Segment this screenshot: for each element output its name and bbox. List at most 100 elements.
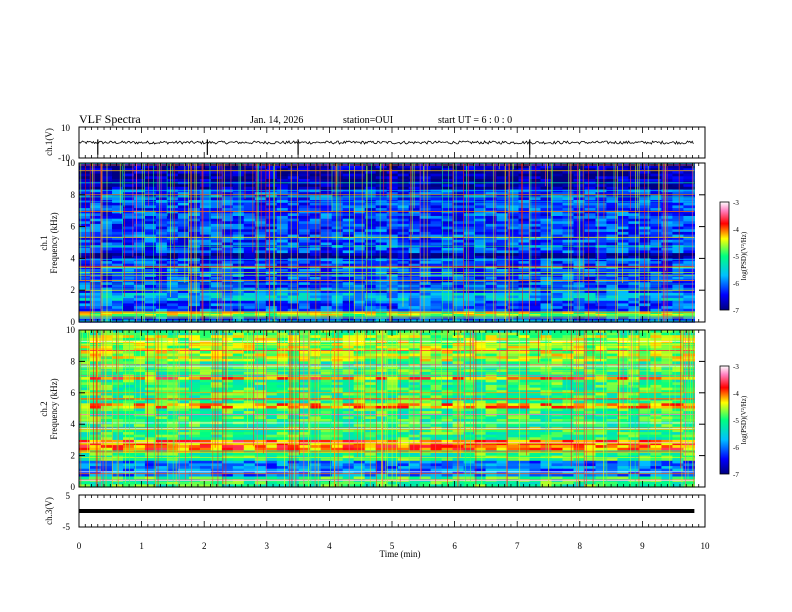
spec-cell xyxy=(221,261,234,265)
spec-cell xyxy=(683,208,695,212)
spec-cell xyxy=(112,340,124,344)
spec-cell xyxy=(265,178,278,183)
spec-cell xyxy=(639,186,651,191)
spec-cell xyxy=(650,245,662,249)
spec-cell xyxy=(562,377,575,381)
spec-cell xyxy=(243,170,256,175)
spec-cell xyxy=(123,274,135,278)
spec-cell xyxy=(265,348,278,352)
spec-cell xyxy=(320,255,333,260)
spec-cell xyxy=(123,210,135,214)
spec-cell xyxy=(177,237,190,241)
spec-cell xyxy=(397,348,410,352)
spec-cell xyxy=(551,202,564,207)
spec-cell xyxy=(320,242,333,246)
spec-cell xyxy=(650,250,662,254)
spec-cell xyxy=(441,300,454,305)
spec-cell xyxy=(123,382,135,386)
spec-cell xyxy=(364,205,377,209)
spec-cell xyxy=(320,348,333,352)
spec-cell xyxy=(79,340,91,344)
spec-cell xyxy=(123,205,135,209)
spec-cell xyxy=(485,340,498,344)
spec-cell xyxy=(639,358,651,362)
spec-cell xyxy=(606,330,618,334)
spec-cell xyxy=(265,184,278,188)
spec-cell xyxy=(199,379,212,383)
spec-cell xyxy=(353,255,366,260)
spec-cell xyxy=(540,194,553,199)
spec-cell xyxy=(386,192,399,196)
spec-cell xyxy=(90,387,102,391)
station-label: station=OUI xyxy=(343,115,393,126)
spec-cell xyxy=(298,213,311,217)
spec-cell xyxy=(265,221,278,225)
spec-cell xyxy=(397,261,410,265)
spec-cell xyxy=(496,284,509,289)
spec-cell xyxy=(419,330,432,334)
spec-cell xyxy=(90,245,102,249)
spec-cell xyxy=(551,229,564,233)
spec-cell xyxy=(188,337,201,342)
spec-cell xyxy=(463,221,476,225)
spec-cell xyxy=(90,353,102,357)
spec-cell xyxy=(375,245,388,249)
spec-cell xyxy=(474,292,487,297)
spec-cell xyxy=(529,216,542,220)
spec-cell xyxy=(177,358,190,362)
spec-cell xyxy=(551,371,564,376)
spec-cell xyxy=(331,353,344,357)
spec-cell xyxy=(463,303,476,307)
spec-cell xyxy=(452,168,465,172)
spec-cell xyxy=(452,234,465,238)
spec-cell xyxy=(430,311,443,315)
spec-cell xyxy=(584,250,597,254)
spec-cell xyxy=(584,337,597,342)
spec-cell xyxy=(408,237,421,241)
spec-cell xyxy=(112,189,124,193)
spec-cell xyxy=(650,306,662,310)
spec-cell xyxy=(496,247,509,252)
spec-cell xyxy=(419,218,432,222)
spec-cell xyxy=(474,223,487,228)
spec-cell xyxy=(90,237,102,241)
spec-cell xyxy=(672,316,684,320)
spec-cell xyxy=(123,290,135,294)
spec-cell xyxy=(177,266,190,270)
spec-cell xyxy=(672,364,684,368)
spec-cell xyxy=(485,255,498,260)
spec-cell xyxy=(474,335,487,339)
spec-cell xyxy=(342,382,355,386)
spec-cell xyxy=(331,308,344,313)
spec-cell xyxy=(518,218,531,222)
spec-cell xyxy=(177,316,190,320)
spec-cell xyxy=(166,290,179,294)
spec-cell xyxy=(562,350,575,355)
spec-cell xyxy=(320,231,333,236)
spec-cell xyxy=(133,298,146,302)
spec-cell xyxy=(518,229,531,233)
spec-cell xyxy=(507,390,520,394)
spec-cell xyxy=(320,194,333,199)
spec-cell xyxy=(683,284,695,289)
spec-cell xyxy=(298,276,311,281)
spec-cell xyxy=(144,371,157,376)
spec-cell xyxy=(342,295,355,299)
spec-cell xyxy=(595,332,608,336)
spec-cell xyxy=(298,292,311,297)
spec-cell xyxy=(331,348,344,352)
spec-cell xyxy=(518,292,531,297)
spec-cell xyxy=(496,371,509,376)
spec-cell xyxy=(408,298,421,302)
spec-cell xyxy=(639,274,651,278)
spec-cell xyxy=(595,176,608,180)
spec-cell xyxy=(112,168,124,172)
spec-cell xyxy=(144,300,157,305)
spec-cell xyxy=(474,345,487,349)
spec-cell xyxy=(650,194,662,199)
spec-cell xyxy=(353,208,366,212)
spec-cell xyxy=(364,239,377,244)
spec-cell xyxy=(617,226,629,230)
spec-cell xyxy=(353,210,366,214)
spec-cell xyxy=(177,208,190,212)
